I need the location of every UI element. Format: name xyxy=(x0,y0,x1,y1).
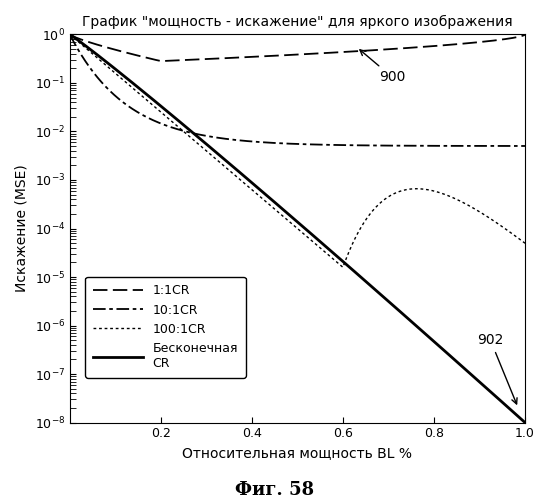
Text: 900: 900 xyxy=(360,50,406,84)
Y-axis label: Искажение (MSE): Искажение (MSE) xyxy=(15,164,29,292)
Text: 902: 902 xyxy=(477,333,517,404)
Title: График "мощность - искажение" для яркого изображения: График "мощность - искажение" для яркого… xyxy=(82,15,513,29)
Legend: 1:1CR, 10:1CR, 100:1CR, Бесконечная
CR: 1:1CR, 10:1CR, 100:1CR, Бесконечная CR xyxy=(85,277,246,378)
X-axis label: Относительная мощность BL %: Относительная мощность BL % xyxy=(183,446,412,460)
Text: Фиг. 58: Фиг. 58 xyxy=(235,481,315,499)
